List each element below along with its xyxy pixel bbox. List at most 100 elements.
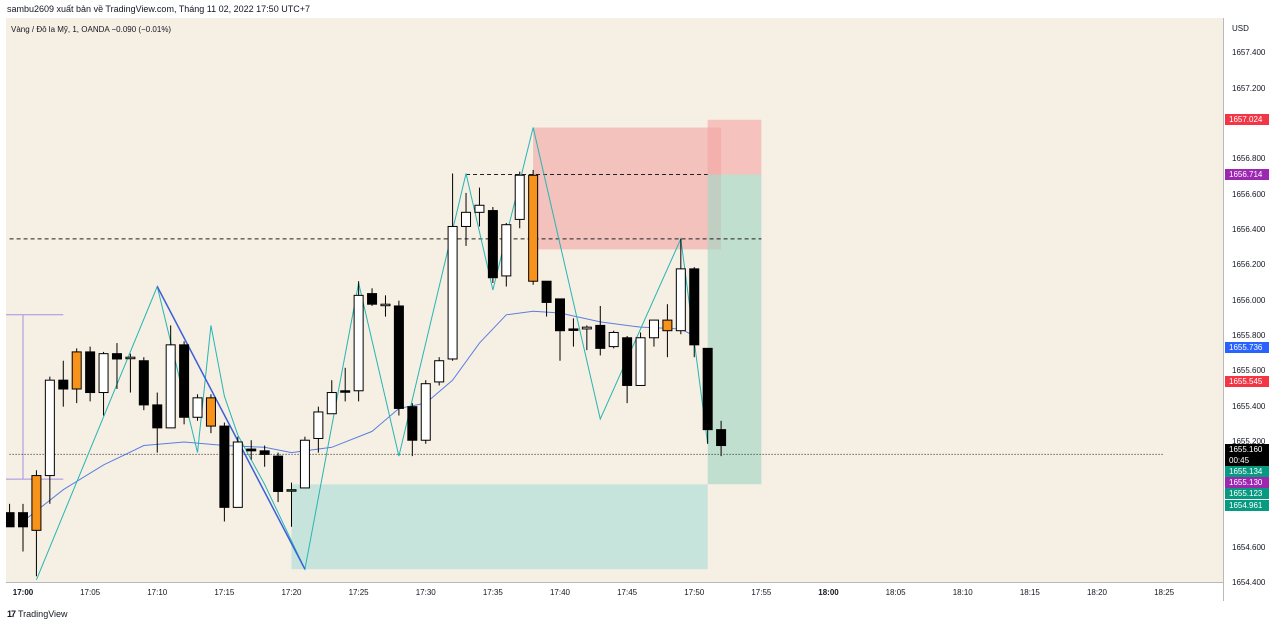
candle[interactable]: [716, 429, 727, 447]
candle[interactable]: [18, 512, 28, 528]
time-tick: 17:30: [415, 588, 436, 597]
candle[interactable]: [326, 392, 337, 415]
candle[interactable]: [111, 353, 122, 360]
candle[interactable]: [380, 303, 391, 307]
price-tick: 1656.200: [1232, 260, 1266, 270]
price-tick: 1655.600: [1232, 366, 1266, 376]
candle[interactable]: [205, 397, 216, 427]
price-tag: 1655.134: [1225, 465, 1269, 477]
price-chart[interactable]: [6, 18, 1223, 601]
candle[interactable]: [71, 351, 82, 390]
chart-pane[interactable]: Vàng / Đô la Mỹ, 1, OANDA −0.090 (−0.01%…: [6, 18, 1223, 601]
price-tick: 1656.600: [1232, 189, 1266, 199]
price-tag: 1654.961: [1225, 499, 1269, 511]
candle[interactable]: [568, 328, 579, 331]
candle[interactable]: [58, 379, 69, 390]
price-tick: 1656.400: [1232, 225, 1266, 234]
candle[interactable]: [98, 353, 109, 394]
candle[interactable]: [689, 268, 700, 346]
take-profit-zone[interactable]: [707, 174, 762, 485]
tradingview-logo[interactable]: 17 TradingView: [7, 609, 68, 619]
price-change: −0.090 (−0.01%): [111, 25, 172, 34]
time-tick: 17:45: [617, 588, 638, 597]
candle[interactable]: [487, 210, 498, 279]
price-tag: 1655.130: [1225, 476, 1269, 488]
candle[interactable]: [313, 411, 324, 439]
candle[interactable]: [6, 512, 15, 528]
candle[interactable]: [702, 347, 713, 431]
candle[interactable]: [259, 450, 270, 455]
price-tick: 1655.400: [1232, 401, 1266, 411]
candle[interactable]: [232, 441, 243, 508]
candle[interactable]: [528, 174, 539, 282]
candle[interactable]: [474, 204, 485, 213]
time-tick: 17:50: [684, 588, 705, 597]
currency-label: USD: [1232, 24, 1249, 33]
price-tick: 1654.600: [1232, 543, 1266, 552]
candle[interactable]: [622, 337, 633, 386]
candle[interactable]: [595, 324, 606, 349]
price-tag: 1656.714: [1225, 169, 1269, 181]
time-tick: 17:10: [147, 588, 168, 597]
candle[interactable]: [273, 455, 284, 492]
candle[interactable]: [420, 383, 431, 441]
price-tick: 1657.400: [1232, 48, 1266, 58]
chart-legend: Vàng / Đô la Mỹ, 1, OANDA −0.090 (−0.01%…: [11, 25, 171, 34]
candle[interactable]: [367, 293, 378, 305]
price-tag: 1655.123: [1225, 487, 1269, 499]
time-tick: 17:40: [549, 588, 571, 597]
candle[interactable]: [514, 174, 525, 220]
brand-name: TradingView: [18, 609, 68, 619]
candle[interactable]: [299, 439, 310, 489]
candle[interactable]: [353, 294, 364, 392]
candle[interactable]: [125, 356, 136, 360]
candle[interactable]: [179, 344, 190, 418]
candle[interactable]: [447, 225, 458, 360]
stop-loss-zone[interactable]: [707, 119, 762, 175]
candle[interactable]: [286, 489, 297, 492]
candle[interactable]: [461, 211, 472, 227]
candle[interactable]: [434, 360, 445, 383]
price-tick: 1656.800: [1232, 154, 1266, 164]
zigzag-line[interactable]: [35, 127, 709, 580]
candle[interactable]: [340, 390, 351, 393]
time-tick: 17:20: [281, 588, 302, 597]
swing-trend-line[interactable]: [156, 286, 306, 570]
time-tick: 18:20: [1086, 588, 1108, 597]
publication-text: sambu2609 xuất bản về TradingView.com, T…: [7, 4, 310, 14]
time-axis[interactable]: 17:00 17:05 17:10 17:15 17:20 17:25 17:30 17:35…: [6, 582, 1223, 601]
tradingview-logo-icon: 17: [7, 609, 16, 619]
candle[interactable]: [393, 305, 404, 409]
candle[interactable]: [85, 351, 96, 394]
candle[interactable]: [648, 319, 659, 339]
price-tag: 1655.545: [1225, 375, 1269, 387]
candle[interactable]: [138, 360, 149, 406]
time-tick: 18:15: [1019, 588, 1040, 597]
candle[interactable]: [501, 224, 512, 277]
candle[interactable]: [581, 326, 592, 330]
candle[interactable]: [152, 404, 163, 429]
time-tick: 17:35: [482, 588, 503, 597]
time-tick: 18:10: [952, 588, 973, 597]
time-tick: 18:00: [818, 588, 839, 597]
candle[interactable]: [219, 425, 230, 508]
candle[interactable]: [675, 268, 686, 332]
candle[interactable]: [44, 379, 55, 477]
candle[interactable]: [662, 319, 673, 332]
candle[interactable]: [192, 397, 203, 418]
candle[interactable]: [246, 448, 257, 452]
price-tick: 1655.800: [1232, 331, 1266, 340]
candle[interactable]: [608, 331, 619, 348]
price-axis[interactable]: USD 1657.400 1657.200 1656.800 1656.600 1656…: [1223, 18, 1280, 601]
candle[interactable]: [165, 344, 176, 429]
candle[interactable]: [407, 406, 418, 441]
supply-zone[interactable]: [533, 127, 722, 250]
footer: 17 TradingView: [0, 601, 1280, 627]
candle[interactable]: [555, 298, 565, 332]
candle[interactable]: [31, 475, 42, 531]
price-tag: 00:45: [1225, 454, 1269, 466]
time-tick: 18:25: [1154, 588, 1175, 597]
candle[interactable]: [635, 337, 646, 386]
candle[interactable]: [541, 280, 552, 303]
demand-zone[interactable]: [291, 484, 708, 570]
